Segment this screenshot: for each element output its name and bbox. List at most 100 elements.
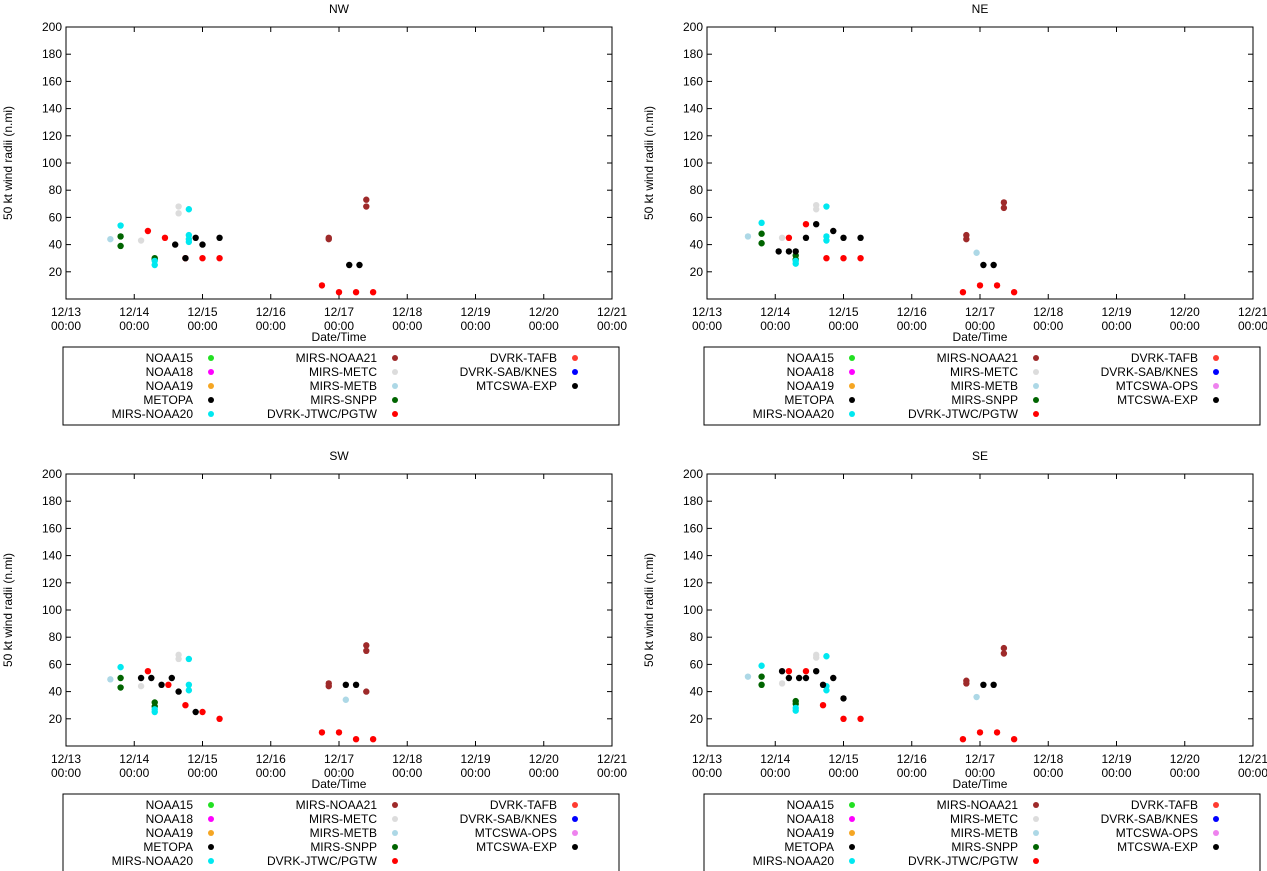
data-point-mtcswa-exp [216, 234, 223, 241]
legend-marker [392, 802, 398, 808]
data-point-dvrk-jtwc-pgtw [802, 221, 810, 228]
y-tick-label: 200 [683, 467, 703, 481]
data-point-dvrk-jtwc-pgtw [369, 736, 377, 743]
data-point-dvrk-jtwc-pgtw [976, 729, 984, 736]
data-point-mtcswa-exp [192, 708, 199, 716]
data-point-mirs-noaa20 [758, 662, 765, 669]
legend-label: NOAA19 [146, 826, 194, 840]
legend-marker [392, 830, 398, 836]
legend-marker [1213, 816, 1219, 822]
x-tick-label-time: 00:00 [392, 766, 422, 780]
legend-label: MIRS-METC [309, 812, 377, 826]
data-point-mtcswa-exp [356, 261, 363, 269]
y-axis-label: 50 kt wind radii (n.mi) [642, 553, 656, 667]
x-tick-label-date: 12/20 [529, 752, 559, 766]
data-point-dvrk-jtwc-pgtw [199, 255, 206, 262]
y-tick-label: 140 [42, 102, 62, 116]
legend-label: DVRK-SAB/KNES [1101, 365, 1198, 379]
x-axis-label: Date/Time [312, 330, 367, 344]
x-tick-label-date: 12/14 [119, 752, 149, 766]
legend-marker [849, 383, 855, 389]
legend-label: NOAA18 [787, 365, 835, 379]
legend-marker [1213, 369, 1219, 375]
y-tick-label: 160 [683, 521, 703, 535]
data-point-mirs-noaa20 [151, 257, 158, 265]
x-axis-label: Date/Time [953, 777, 1008, 791]
x-tick-label-time: 00:00 [597, 319, 627, 333]
data-point-mirs-metc [778, 234, 786, 241]
x-tick-label-time: 00:00 [51, 319, 81, 333]
legend-label: MIRS-NOAA20 [753, 854, 835, 868]
legend-marker [392, 844, 398, 850]
legend-label: NOAA19 [146, 379, 194, 393]
data-point-mirs-noaa21 [363, 647, 370, 654]
y-tick-label: 140 [42, 549, 62, 563]
x-tick-label-date: 12/16 [256, 305, 286, 319]
legend-label: MTCSWA-EXP [1117, 393, 1198, 407]
legend-label: MIRS-SNPP [951, 393, 1018, 407]
data-point-mtcswa-exp [792, 248, 799, 255]
data-point-dvrk-jtwc-pgtw [785, 234, 793, 241]
legend-label: MIRS-NOAA20 [753, 407, 835, 421]
legend-label: MIRS-METB [310, 379, 377, 393]
x-tick-label-time: 00:00 [324, 319, 354, 333]
y-tick-label: 200 [683, 20, 703, 34]
data-point-dvrk-jtwc-pgtw [369, 289, 377, 296]
data-point-mtcswa-exp [192, 234, 199, 241]
chart-title: NE [972, 2, 989, 16]
x-tick-label-time: 00:00 [1101, 766, 1131, 780]
data-point-mirs-metb [107, 676, 114, 683]
legend-marker [849, 844, 855, 850]
x-tick-label-time: 00:00 [760, 319, 790, 333]
x-tick-label-date: 12/17 [324, 752, 354, 766]
y-tick-label: 60 [690, 210, 704, 224]
data-point-mirs-noaa20 [117, 222, 124, 229]
data-point-mtcswa-exp [168, 674, 175, 682]
legend-marker [1033, 802, 1039, 808]
legend-marker [572, 383, 578, 389]
x-tick-label-date: 12/16 [897, 752, 927, 766]
legend-marker [208, 397, 214, 403]
y-tick-label: 140 [683, 102, 703, 116]
data-point-dvrk-jtwc-pgtw [976, 282, 984, 289]
legend-marker [1213, 802, 1219, 808]
legend-label: DVRK-TAFB [490, 351, 557, 365]
x-tick-label-date: 12/17 [965, 305, 995, 319]
y-tick-label: 40 [49, 685, 63, 699]
data-point-mtcswa-exp [172, 241, 179, 248]
x-tick-label-date: 12/21 [1238, 305, 1267, 319]
data-point-mtcswa-exp [840, 234, 847, 241]
legend-marker [849, 830, 855, 836]
data-point-dvrk-jtwc-pgtw [993, 729, 1001, 736]
x-tick-label-time: 00:00 [392, 319, 422, 333]
data-point-mirs-noaa20 [758, 219, 765, 227]
x-tick-label-date: 12/20 [529, 305, 559, 319]
y-tick-label: 180 [683, 47, 703, 61]
x-axis-label: Date/Time [312, 777, 367, 791]
legend-marker [208, 355, 214, 361]
legend-marker [1033, 816, 1039, 822]
data-point-mtcswa-exp [840, 695, 847, 702]
y-tick-label: 160 [683, 74, 703, 88]
x-tick-label-time: 00:00 [597, 766, 627, 780]
y-tick-label: 100 [42, 156, 62, 170]
legend-marker [208, 816, 214, 822]
y-tick-label: 180 [683, 494, 703, 508]
x-tick-label-date: 12/15 [187, 752, 217, 766]
chart-panel-ne: NE2040608010012014016018020012/1300:0012… [642, 2, 1267, 426]
x-tick-label-time: 00:00 [529, 766, 559, 780]
data-point-dvrk-jtwc-pgtw [785, 668, 793, 675]
legend-label: MTCSWA-OPS [1116, 826, 1198, 840]
x-tick-label-date: 12/13 [692, 305, 722, 319]
data-point-dvrk-jtwc-pgtw [335, 729, 343, 736]
data-point-mtcswa-exp [813, 668, 820, 675]
legend-marker [572, 369, 578, 375]
legend-marker [849, 355, 855, 361]
y-tick-label: 160 [42, 74, 62, 88]
legend-marker [208, 411, 214, 417]
x-tick-label-time: 00:00 [760, 766, 790, 780]
x-tick-label-time: 00:00 [828, 319, 858, 333]
y-axis-label: 50 kt wind radii (n.mi) [1, 106, 15, 220]
